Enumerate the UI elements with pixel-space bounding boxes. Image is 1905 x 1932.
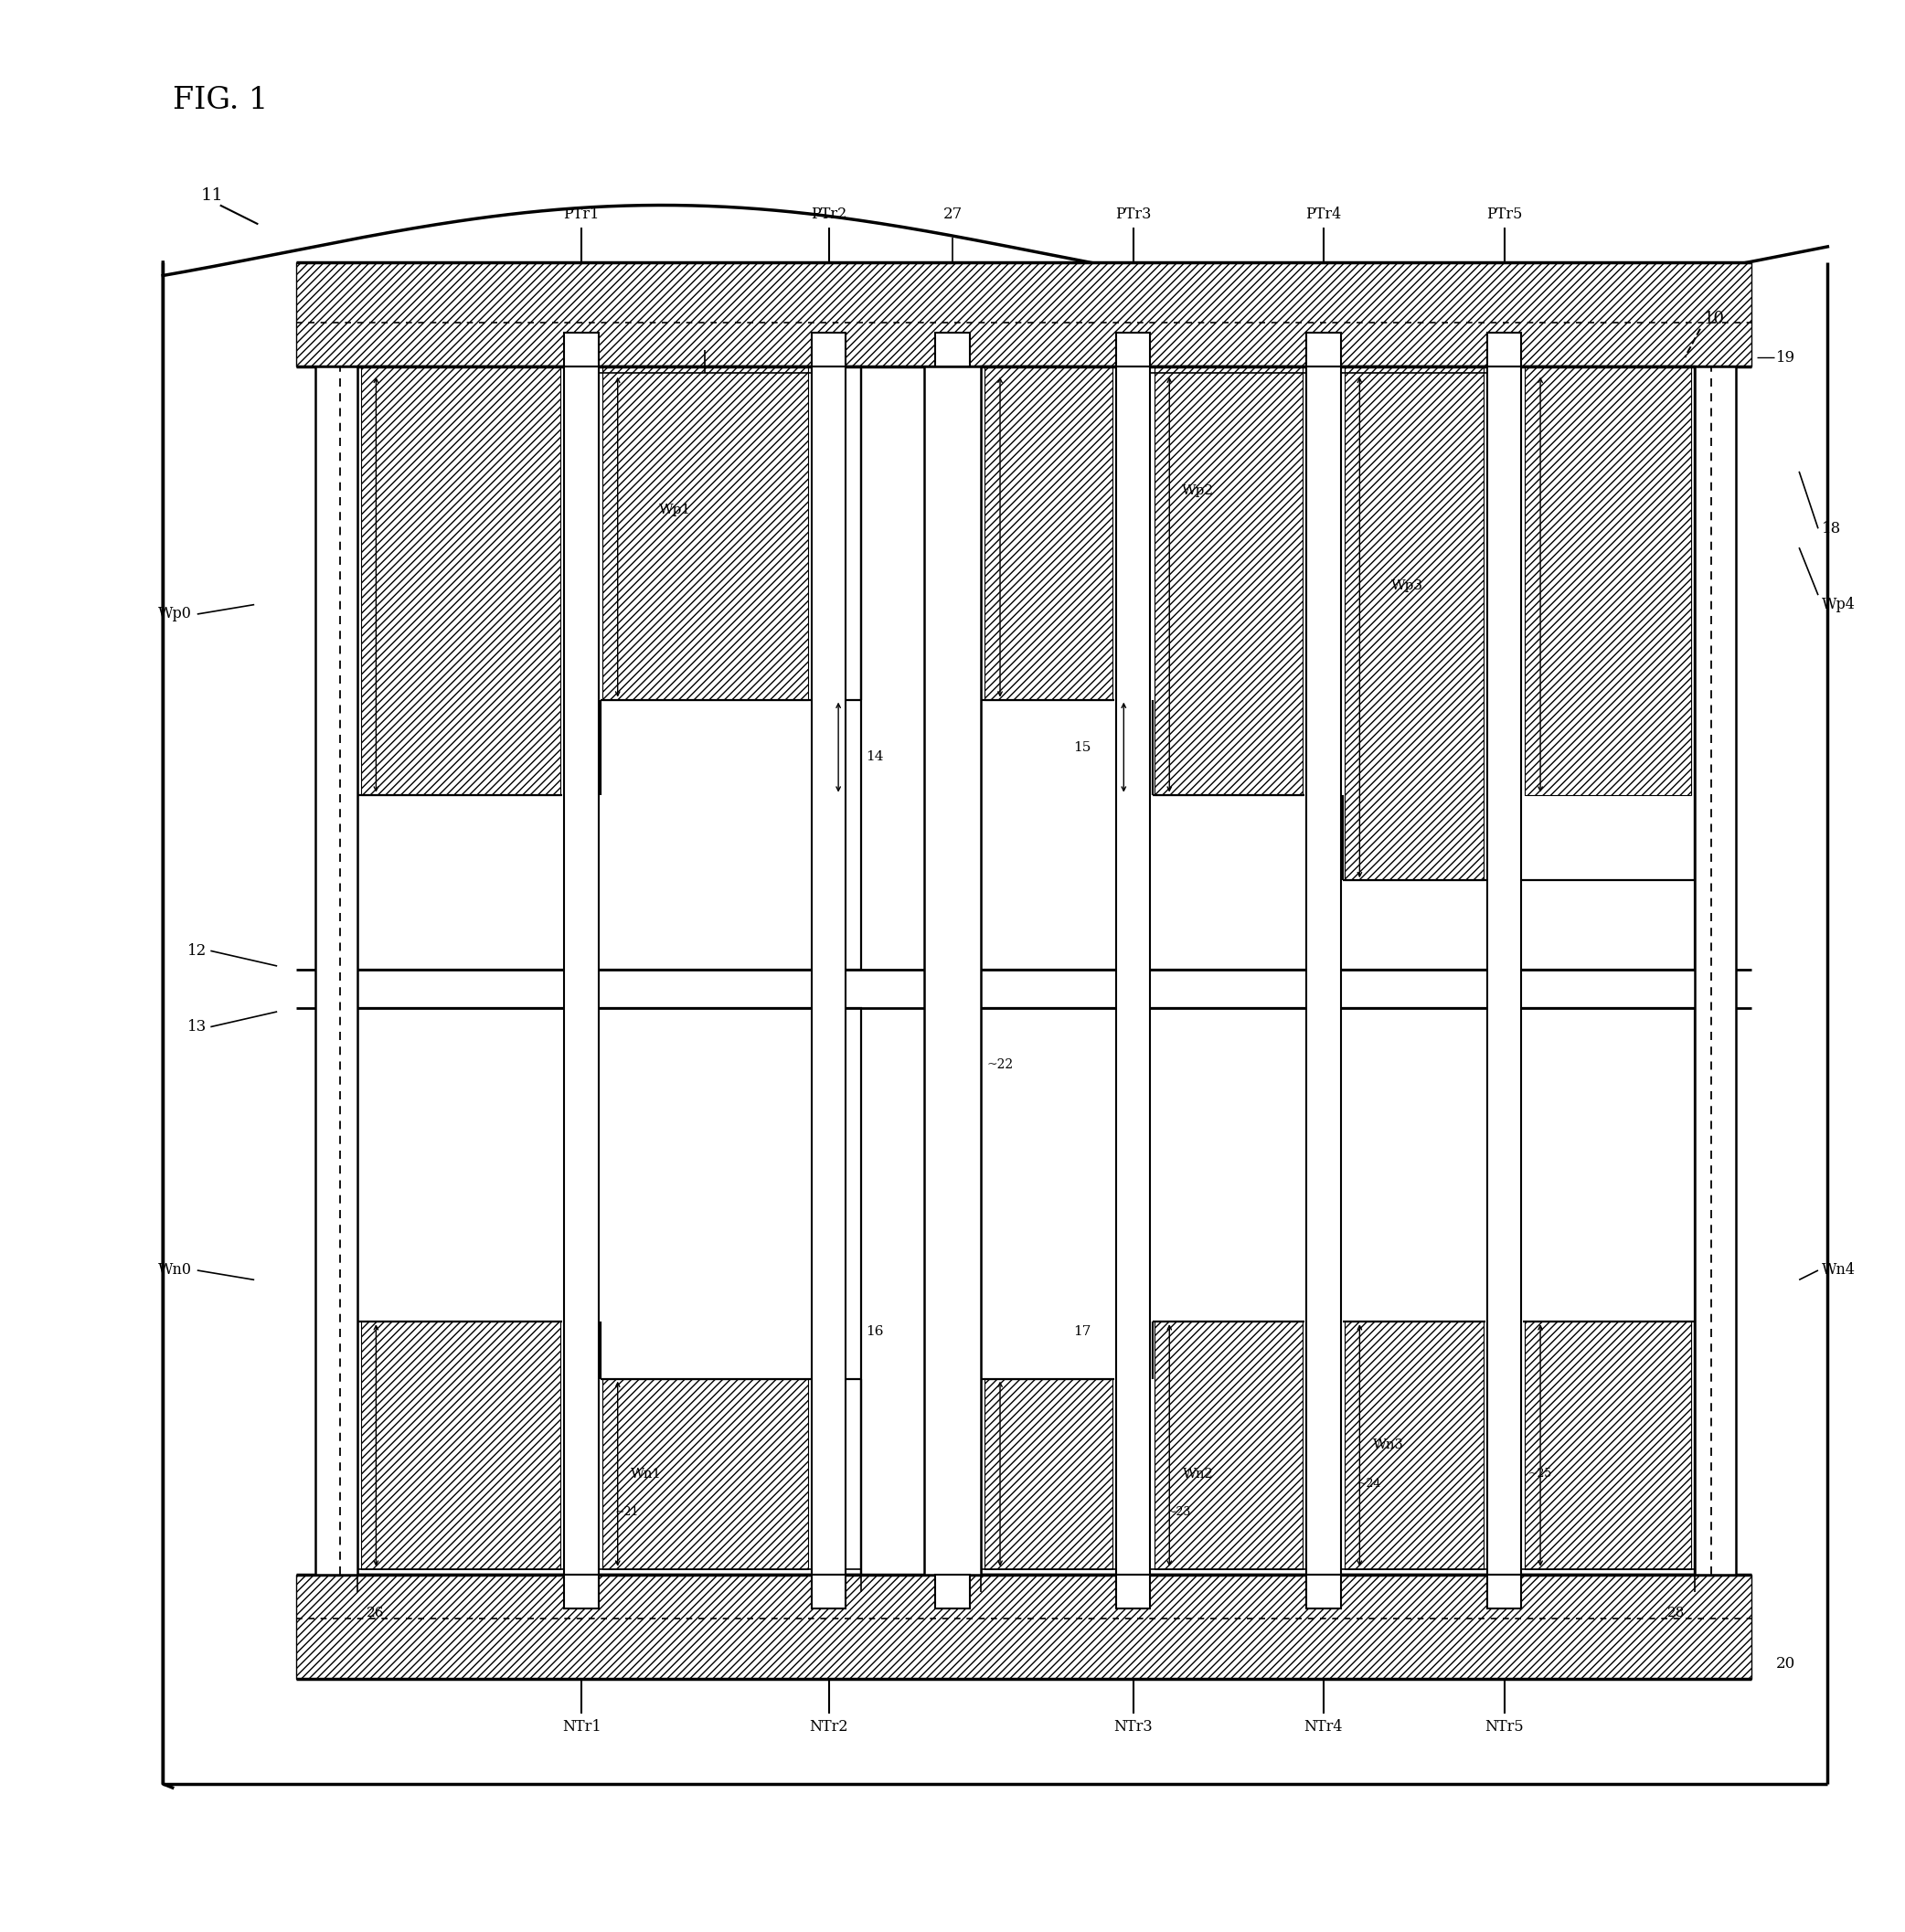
- Bar: [564, 367, 598, 1575]
- Bar: [360, 1321, 560, 1569]
- Bar: [1154, 367, 1303, 794]
- Bar: [985, 367, 1113, 699]
- Text: NTr5: NTr5: [1484, 1719, 1524, 1735]
- Bar: [1694, 367, 1735, 1575]
- Bar: [1307, 367, 1341, 1575]
- Bar: [812, 332, 846, 367]
- Text: PTr5: PTr5: [1486, 207, 1522, 222]
- Text: ~22: ~22: [987, 1059, 1013, 1072]
- Text: NTr4: NTr4: [1305, 1719, 1343, 1735]
- Bar: [1116, 1575, 1151, 1609]
- Bar: [981, 1009, 1694, 1575]
- Text: Wp2: Wp2: [1181, 485, 1213, 497]
- Text: ~23: ~23: [1168, 1505, 1191, 1519]
- Text: Wp0: Wp0: [158, 607, 192, 622]
- Text: ~25: ~25: [1528, 1468, 1553, 1480]
- Text: Wp1: Wp1: [659, 502, 692, 516]
- Bar: [1345, 367, 1484, 881]
- Bar: [935, 332, 970, 367]
- Bar: [314, 367, 356, 1575]
- Text: ~21: ~21: [615, 1505, 640, 1519]
- Text: 27: 27: [943, 207, 962, 222]
- Bar: [1526, 367, 1690, 794]
- Text: Wn1: Wn1: [631, 1468, 661, 1480]
- Text: Wn2: Wn2: [1183, 1468, 1213, 1480]
- Text: NTr1: NTr1: [562, 1719, 600, 1735]
- Bar: [360, 367, 560, 794]
- Text: Wp4: Wp4: [1821, 597, 1855, 612]
- Text: ~24: ~24: [1356, 1478, 1381, 1490]
- Text: 11: 11: [202, 187, 223, 205]
- Text: PTr4: PTr4: [1305, 207, 1341, 222]
- Bar: [1488, 332, 1522, 367]
- Bar: [602, 1379, 808, 1569]
- Text: 13: 13: [187, 1018, 208, 1036]
- Text: 15: 15: [1073, 740, 1092, 753]
- Bar: [1116, 367, 1151, 1575]
- Bar: [1154, 1321, 1303, 1569]
- Bar: [356, 367, 861, 970]
- Text: Wn3: Wn3: [1374, 1439, 1404, 1451]
- Text: 26: 26: [366, 1605, 385, 1619]
- Text: Wn0: Wn0: [158, 1262, 192, 1279]
- Bar: [981, 367, 1694, 970]
- Bar: [295, 263, 1751, 367]
- Bar: [1116, 332, 1151, 367]
- Bar: [1488, 367, 1522, 1575]
- Bar: [1307, 332, 1341, 367]
- Bar: [564, 1575, 598, 1609]
- Text: PTr1: PTr1: [564, 207, 600, 222]
- Bar: [564, 332, 598, 367]
- Text: PTr2: PTr2: [812, 207, 848, 222]
- Bar: [924, 367, 981, 1575]
- Bar: [602, 367, 808, 699]
- Text: 18: 18: [1821, 522, 1842, 537]
- Bar: [985, 1379, 1113, 1569]
- Text: 16: 16: [865, 1325, 884, 1337]
- Text: 20: 20: [1775, 1656, 1796, 1671]
- Bar: [935, 1575, 970, 1609]
- Bar: [1488, 1575, 1522, 1609]
- Bar: [1345, 1321, 1484, 1569]
- Bar: [356, 1009, 861, 1575]
- Bar: [812, 367, 846, 1575]
- Text: NTr2: NTr2: [810, 1719, 848, 1735]
- Text: NTr3: NTr3: [1114, 1719, 1153, 1735]
- Text: PTr3: PTr3: [1114, 207, 1151, 222]
- Bar: [1526, 1321, 1690, 1569]
- Text: 14: 14: [865, 750, 884, 763]
- Text: 10: 10: [1703, 311, 1726, 328]
- Bar: [295, 1575, 1751, 1679]
- Text: 19: 19: [1775, 350, 1796, 365]
- Text: 17: 17: [1073, 1325, 1092, 1337]
- Text: 28: 28: [1667, 1605, 1684, 1619]
- Bar: [812, 1575, 846, 1609]
- Bar: [1307, 1575, 1341, 1609]
- Text: Wn4: Wn4: [1821, 1262, 1855, 1279]
- Text: 12: 12: [187, 943, 208, 958]
- Text: Wp3: Wp3: [1391, 580, 1423, 591]
- Text: FIG. 1: FIG. 1: [173, 85, 269, 116]
